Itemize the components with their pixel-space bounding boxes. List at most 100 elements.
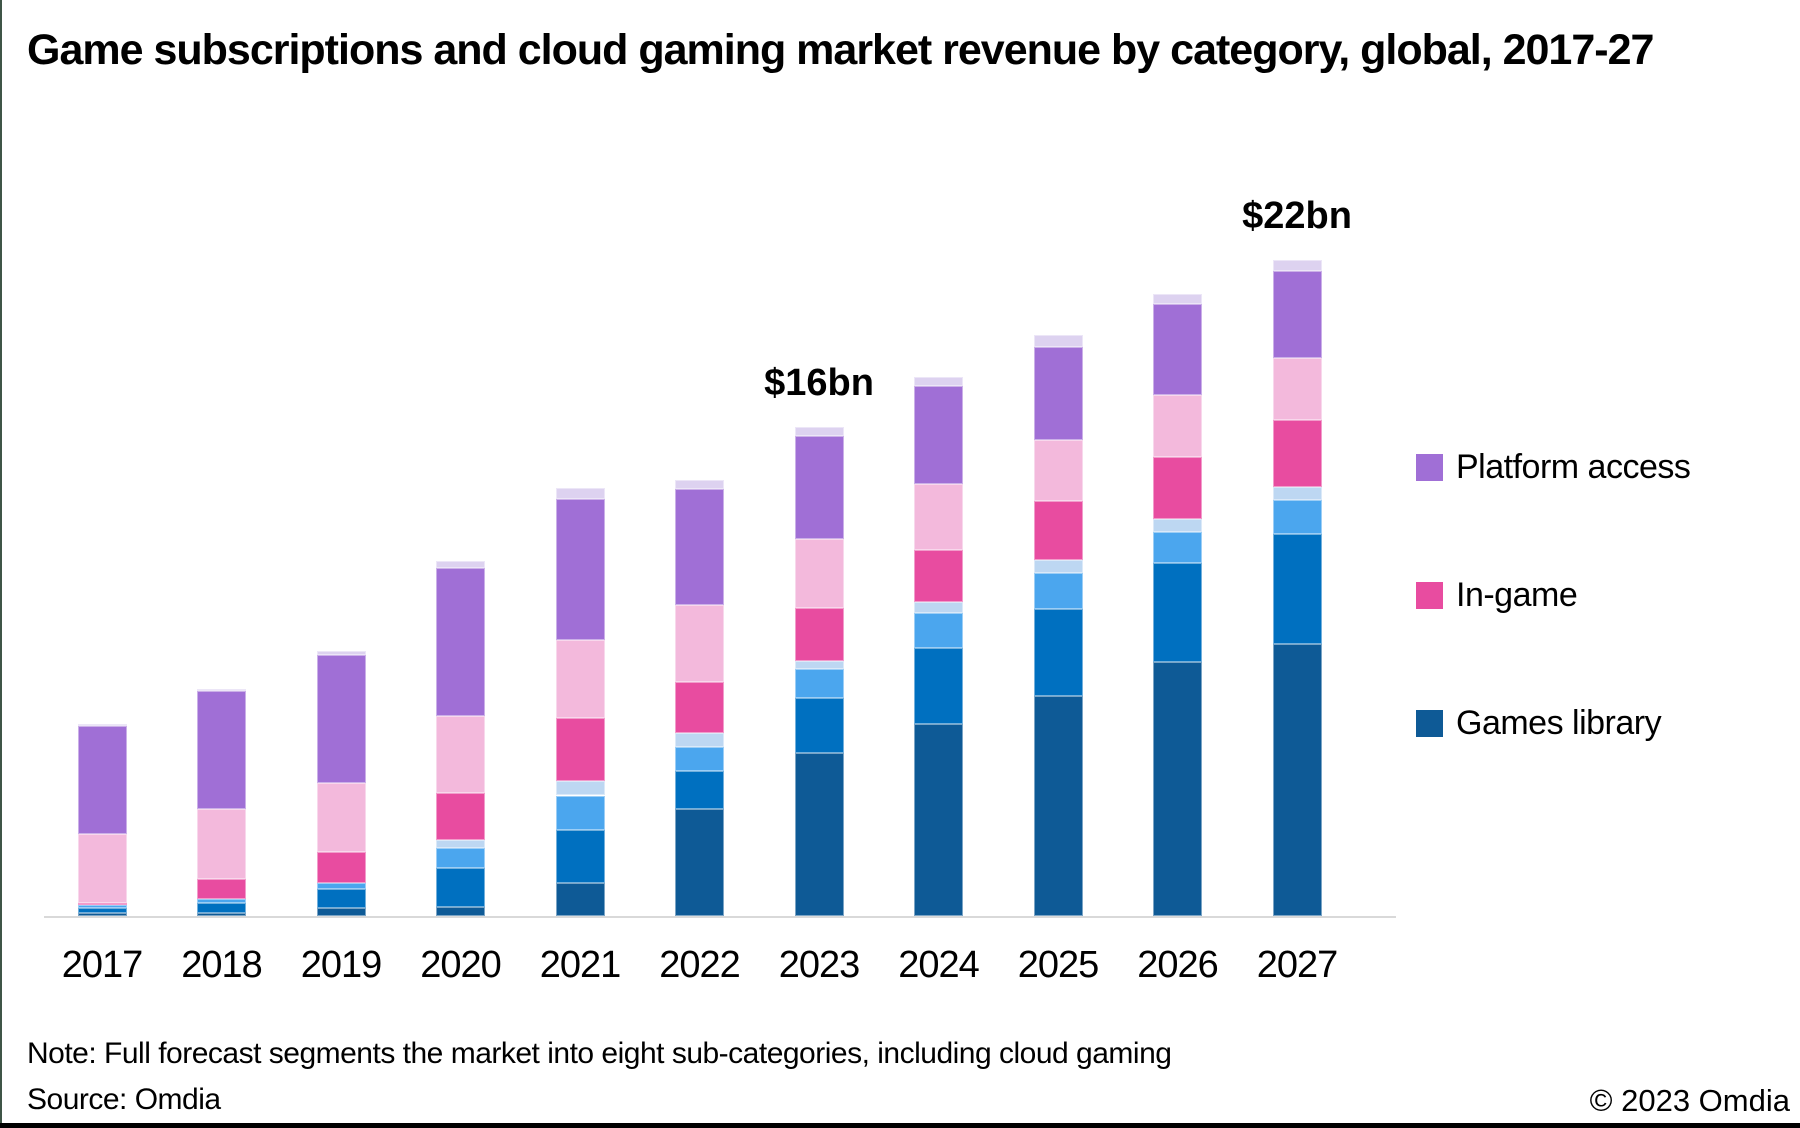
bar-segment xyxy=(675,479,724,489)
x-axis-label: 2021 xyxy=(539,944,622,986)
legend-item-platform-access: Platform access xyxy=(1416,448,1691,487)
legend-label: In-game xyxy=(1456,576,1578,614)
bar-segment xyxy=(1153,395,1202,458)
bar-segment xyxy=(1272,358,1322,421)
bar-segment xyxy=(197,899,246,904)
bar-segment xyxy=(675,732,724,747)
bar-segment xyxy=(1033,608,1083,697)
legend-label: Platform access xyxy=(1456,448,1691,486)
legend-swatch xyxy=(1416,454,1443,481)
legend-item-games-library: Games library xyxy=(1416,704,1690,743)
bar-segment xyxy=(555,498,605,641)
bar-segment xyxy=(1153,562,1202,662)
bar-segment xyxy=(675,746,724,771)
bar-segment xyxy=(1033,346,1083,440)
bar-segment xyxy=(1033,696,1083,916)
bar-segment xyxy=(316,851,366,883)
bar-segment xyxy=(794,752,844,916)
x-axis-label: 2017 xyxy=(61,944,144,986)
bar-segment xyxy=(794,668,844,698)
x-axis-line xyxy=(44,916,1396,918)
bar-segment xyxy=(1272,259,1322,271)
bar-segment xyxy=(1153,661,1202,916)
bar-segment xyxy=(77,833,127,904)
footnote: Note: Full forecast segments the market … xyxy=(27,1037,1172,1070)
bar-segment xyxy=(1153,518,1202,532)
bar-segment xyxy=(555,717,605,781)
bar-segment xyxy=(436,907,485,916)
bar-segment xyxy=(436,793,485,841)
bar-segment xyxy=(1153,293,1202,304)
bar-segment xyxy=(794,697,844,753)
bar-segment xyxy=(197,690,246,809)
bar-segment xyxy=(77,904,127,908)
page-title: Game subscriptions and cloud gaming mark… xyxy=(27,26,1654,74)
bar-segment xyxy=(197,688,246,691)
bar-segment xyxy=(436,840,485,849)
bar-segment xyxy=(316,882,366,889)
bar-segment xyxy=(316,651,366,655)
bar-segment xyxy=(316,907,366,916)
bar-segment xyxy=(1033,439,1083,502)
x-axis-label: 2020 xyxy=(420,944,502,986)
bar-segment xyxy=(436,848,485,869)
bar-segment xyxy=(1033,560,1083,573)
bar-segment xyxy=(914,484,963,550)
x-axis-label: 2022 xyxy=(659,944,741,986)
legend-item-in-game: In-game xyxy=(1416,576,1690,615)
bar-segment xyxy=(77,726,127,834)
bar-segment xyxy=(794,607,844,661)
bar-segment xyxy=(555,830,605,884)
bar-total-annotation: $16bn xyxy=(764,362,874,405)
x-axis-label: 2023 xyxy=(778,944,861,986)
bar-segment xyxy=(675,808,724,916)
bottom-border-rule xyxy=(0,1123,1800,1128)
bar-segment xyxy=(77,907,127,914)
bar-segment xyxy=(436,561,485,569)
bar-segment xyxy=(1153,457,1202,519)
bar-segment xyxy=(1033,572,1083,609)
bar-segment xyxy=(675,682,724,733)
bar-segment xyxy=(1272,420,1322,487)
bar-segment xyxy=(914,549,963,602)
bar-segment xyxy=(77,913,127,916)
bar-segment xyxy=(316,654,366,784)
legend-swatch xyxy=(1416,582,1443,609)
bar-segment xyxy=(555,780,605,796)
bar-segment xyxy=(555,487,605,499)
bar-segment xyxy=(1153,531,1202,563)
bar-segment xyxy=(555,883,605,916)
bar-segment xyxy=(914,647,963,724)
bar-segment xyxy=(1153,303,1202,396)
legend-swatch xyxy=(1416,710,1443,737)
bar-total-annotation: $22bn xyxy=(1242,194,1352,237)
bar-segment xyxy=(555,640,605,718)
x-axis-label: 2026 xyxy=(1137,944,1219,986)
bar-segment xyxy=(914,723,963,916)
bar-segment xyxy=(1272,487,1322,500)
bar-segment xyxy=(1272,270,1322,359)
bar-segment xyxy=(316,783,366,852)
bar-segment xyxy=(675,488,724,605)
x-axis-label: 2027 xyxy=(1256,944,1339,986)
x-axis-label: 2019 xyxy=(300,944,383,986)
left-border-accent xyxy=(0,0,2,1128)
bar-segment xyxy=(794,427,844,437)
source-credit: Source: Omdia xyxy=(27,1083,221,1116)
legend: Platform access In-game Games library xyxy=(1416,448,1691,743)
bar-segment xyxy=(914,601,963,613)
bar-segment xyxy=(675,604,724,683)
bar-segment xyxy=(1272,533,1322,644)
bar-segment xyxy=(1033,501,1083,561)
x-axis-label: 2025 xyxy=(1017,944,1100,986)
bar-segment xyxy=(1272,643,1322,916)
bar-segment xyxy=(77,724,127,727)
bar-segment xyxy=(914,612,963,648)
bar-segment xyxy=(555,795,605,831)
x-axis-label: 2024 xyxy=(898,944,980,986)
bar-segment xyxy=(914,376,963,386)
bar-segment xyxy=(436,568,485,716)
bar-segment xyxy=(197,879,246,900)
